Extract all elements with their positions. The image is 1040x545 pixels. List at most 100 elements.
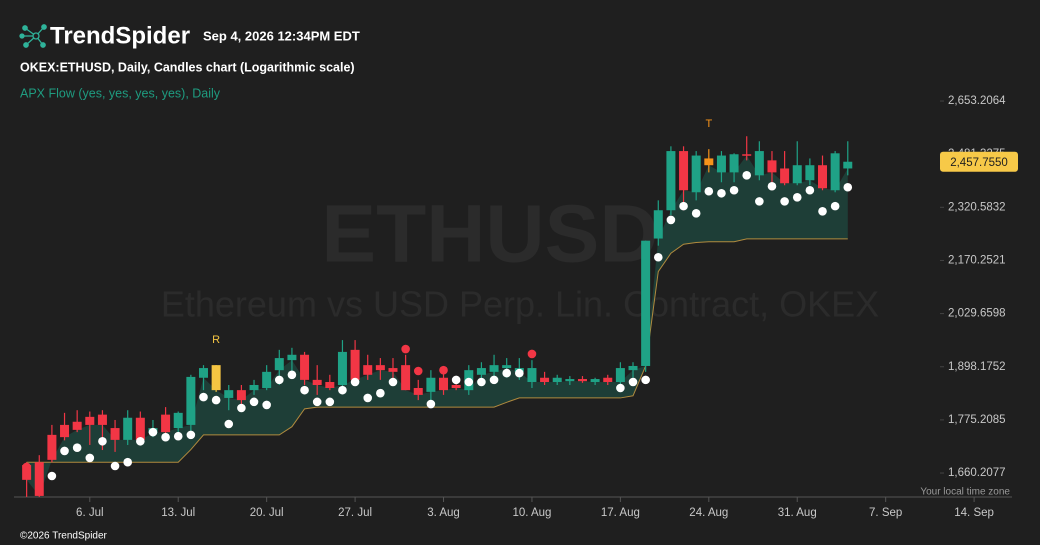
apx-dot: [691, 209, 701, 218]
apx-dot: [72, 443, 82, 453]
candle-body: [123, 417, 133, 440]
candle-body: [653, 210, 663, 239]
candle-body: [792, 165, 802, 184]
apx-dot: [136, 436, 145, 446]
candle-body: [577, 379, 587, 382]
apx-dot: [325, 397, 335, 407]
candle-body: [451, 384, 461, 388]
candle-body: [236, 390, 246, 401]
candle-body: [22, 465, 32, 480]
candle-body: [691, 155, 701, 193]
candle-body: [780, 168, 790, 184]
candle-body: [439, 377, 449, 391]
candle-body: [388, 368, 398, 372]
x-tick-label: 6. Jul: [76, 507, 104, 519]
candle-body: [489, 365, 499, 372]
apx-dot: [704, 186, 714, 196]
x-tick-label: 24. Aug: [689, 507, 728, 519]
candle-body: [211, 365, 221, 391]
apx-dot: [464, 377, 474, 387]
watermark: ETHUSD: [321, 189, 658, 280]
apx-dot: [110, 461, 120, 471]
apx-dot: [123, 457, 132, 467]
signal-marker: T: [705, 118, 712, 130]
apx-dot: [502, 368, 511, 378]
candle-body: [666, 151, 676, 211]
apx-dot: [616, 383, 625, 393]
brand: TrendSpider: [50, 22, 190, 49]
candle-body: [72, 421, 82, 430]
apx-dot: [249, 397, 259, 407]
candle-body: [641, 240, 651, 366]
candle-body: [350, 349, 360, 380]
apx-dot: [274, 375, 284, 385]
candle-body: [161, 414, 171, 433]
candle-body: [476, 368, 486, 375]
apx-dot: [767, 181, 777, 191]
y-tick-label: 1,660.2077: [948, 467, 1006, 479]
candle-body: [615, 368, 625, 383]
apx-dot: [830, 201, 840, 211]
x-tick-label: 10. Aug: [512, 507, 551, 519]
apx-dot: [376, 388, 385, 398]
apx-dot: [85, 453, 95, 463]
candle-body: [502, 365, 512, 369]
candle-body: [198, 368, 208, 378]
x-tick-label: 3. Aug: [427, 507, 460, 519]
x-tick-label: 13. Jul: [161, 507, 195, 519]
candle-body: [527, 368, 537, 383]
candle-body: [363, 365, 373, 375]
y-tick-label: 2,170.2521: [948, 254, 1006, 266]
candle-body: [110, 428, 120, 440]
x-tick-label: 31. Aug: [778, 507, 817, 519]
apx-dot: [262, 400, 271, 410]
candle-body: [325, 382, 335, 388]
apx-dot: [186, 430, 196, 440]
candle-body: [742, 154, 752, 156]
y-tick-label: 2,029.6598: [948, 308, 1006, 320]
x-tick-label: 27. Jul: [338, 507, 372, 519]
candle-body: [224, 390, 234, 398]
candle-body: [249, 384, 259, 391]
candle-body: [312, 379, 322, 385]
apx-dot: [199, 392, 208, 402]
apx-dot: [628, 377, 638, 387]
candle-body: [186, 376, 196, 425]
candle-body: [716, 155, 726, 173]
candle-body: [173, 412, 183, 429]
candle-body: [337, 351, 347, 385]
y-tick-label: 2,320.5832: [948, 201, 1006, 213]
apx-dot: [653, 252, 663, 262]
apx-dot: [439, 365, 448, 375]
candle-body: [843, 161, 853, 169]
apx-dot: [679, 201, 688, 211]
candle-body: [375, 365, 385, 371]
x-tick-label: 7. Sep: [869, 507, 902, 519]
apx-dot: [60, 446, 69, 456]
apx-dot: [338, 385, 347, 395]
signal-marker: R: [212, 334, 220, 346]
candle-body: [552, 377, 562, 383]
indicator-label: APX Flow (yes, yes, yes, yes), Daily: [20, 86, 221, 100]
apx-dot: [161, 432, 170, 442]
y-tick-label: 1,898.1752: [948, 361, 1006, 373]
candle-body: [805, 165, 815, 181]
x-tick-label: 14. Sep: [954, 507, 994, 519]
candle-body: [540, 377, 550, 383]
apx-dot: [742, 171, 752, 180]
x-tick-label: 17. Aug: [601, 507, 640, 519]
apx-dot: [47, 471, 57, 481]
apx-dot: [527, 349, 537, 359]
timestamp: Sep 4, 2026 12:34PM EDT: [203, 28, 360, 43]
candle-body: [262, 371, 272, 388]
candle-body: [628, 365, 638, 371]
apx-dot: [451, 375, 461, 385]
apx-dot: [780, 197, 789, 206]
candle-body: [830, 153, 840, 191]
band-lower-line: [26, 238, 848, 463]
apx-dot: [515, 368, 524, 378]
apx-dot: [426, 399, 436, 409]
apx-dot: [717, 188, 726, 198]
apx-dot: [818, 206, 827, 216]
